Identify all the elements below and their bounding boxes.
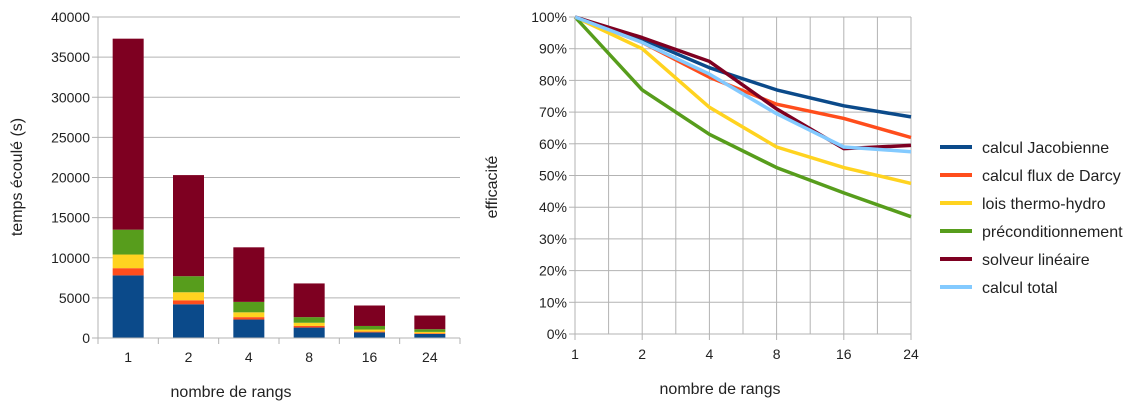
line-x-tick-labels: 1 2 4 8 16 24 bbox=[571, 346, 919, 362]
bar-y-tick-label: 25000 bbox=[51, 129, 90, 145]
bar-y-tick-labels: 0 5000 10000 15000 20000 25000 30000 35000 40000 bbox=[51, 9, 90, 346]
line-y-tick-label: 90% bbox=[539, 41, 567, 57]
bar-segment bbox=[233, 319, 265, 338]
line-legend: calcul Jacobienne calcul flux de Darcy loi… bbox=[940, 140, 1123, 297]
bar-segment bbox=[354, 331, 385, 333]
legend-label: préconditionnement bbox=[982, 224, 1123, 241]
bar-y-tick-label: 10000 bbox=[51, 250, 90, 266]
bar-x-tick-label: 16 bbox=[362, 349, 378, 365]
line-x-axis-label: nombre de rangs bbox=[660, 381, 781, 398]
legend-label: calcul Jacobienne bbox=[982, 140, 1109, 157]
line-x-tick-label: 16 bbox=[836, 346, 852, 362]
line-y-tick-label: 70% bbox=[539, 104, 567, 120]
bar-y-tick-label: 40000 bbox=[51, 9, 90, 25]
line-y-tick-label: 10% bbox=[539, 294, 567, 310]
bar-y-axis-label: temps écoulé (s) bbox=[9, 118, 26, 236]
line-x-tick-label: 1 bbox=[571, 346, 579, 362]
bar-axes bbox=[92, 16, 461, 344]
bar-segment bbox=[414, 333, 446, 334]
bar-x-tick-label: 4 bbox=[245, 349, 253, 365]
bar-y-tick-label: 30000 bbox=[51, 89, 90, 105]
stacked-bar-chart: 0 5000 10000 15000 20000 25000 30000 35000 40000… bbox=[9, 9, 461, 401]
bar-x-tick-label: 24 bbox=[422, 349, 438, 365]
efficiency-line-chart: 0%10%20%30%40%50%60%70%80%90%100% 1 2 4 8 16… bbox=[484, 9, 1123, 398]
bar-segment bbox=[112, 268, 144, 276]
bar-x-tick-labels: 1 2 4 8 16 24 bbox=[124, 349, 438, 365]
bar-grid bbox=[98, 16, 460, 339]
bar-segment bbox=[173, 304, 204, 338]
bar-segment bbox=[112, 254, 144, 269]
line-series bbox=[573, 15, 912, 219]
bar-segment bbox=[173, 175, 204, 277]
bar-segment bbox=[293, 283, 325, 318]
line-series-5 bbox=[574, 15, 912, 154]
line-y-tick-label: 80% bbox=[539, 72, 567, 88]
bar-y-tick-label: 35000 bbox=[51, 49, 90, 65]
bar-segment bbox=[112, 229, 144, 255]
legend-label: calcul total bbox=[982, 280, 1058, 297]
bar-segment bbox=[233, 312, 265, 318]
bar-segment bbox=[173, 300, 204, 305]
line-series-3 bbox=[573, 15, 912, 219]
line-x-tick-label: 2 bbox=[638, 346, 646, 362]
line-y-tick-label: 20% bbox=[539, 263, 567, 279]
bar-segment bbox=[354, 305, 385, 326]
bar-y-tick-label: 0 bbox=[82, 330, 90, 346]
line-axes bbox=[569, 16, 912, 340]
bar-segment bbox=[414, 333, 446, 338]
bar-y-tick-label: 20000 bbox=[51, 170, 90, 186]
line-y-axis-label: efficacité bbox=[484, 155, 501, 218]
bar-y-tick-label: 15000 bbox=[51, 210, 90, 226]
bar-segment bbox=[293, 322, 325, 326]
line-x-tick-label: 8 bbox=[773, 346, 781, 362]
bar-y-tick-label: 5000 bbox=[59, 290, 90, 306]
bar-bars bbox=[112, 38, 446, 338]
line-x-tick-label: 4 bbox=[706, 346, 714, 362]
legend-label: calcul flux de Darcy bbox=[982, 168, 1121, 185]
bar-segment bbox=[293, 327, 325, 338]
line-grid bbox=[574, 16, 912, 335]
bar-segment bbox=[354, 332, 385, 338]
line-x-tick-label: 24 bbox=[903, 346, 919, 362]
legend-label: lois thermo-hydro bbox=[982, 196, 1106, 213]
bar-segment bbox=[293, 325, 325, 328]
bar-segment bbox=[233, 247, 265, 302]
bar-x-tick-label: 1 bbox=[124, 349, 132, 365]
bar-segment bbox=[354, 329, 385, 332]
line-y-tick-label: 0% bbox=[547, 326, 567, 342]
bar-segment bbox=[354, 325, 385, 330]
line-y-tick-labels: 0% 10% 20% 30% 40% 50% 60% 70% 80% 90% 100% bbox=[531, 9, 567, 342]
bar-segment bbox=[414, 315, 446, 330]
bar-segment bbox=[112, 38, 144, 230]
line-y-tick-label: 60% bbox=[539, 136, 567, 152]
bar-segment bbox=[293, 317, 325, 323]
line-y-tick-label: 50% bbox=[539, 168, 567, 184]
bar-segment bbox=[414, 331, 446, 334]
bar-x-axis-label: nombre de rangs bbox=[171, 384, 292, 401]
legend-label: solveur linéaire bbox=[982, 252, 1090, 269]
bar-segment bbox=[233, 317, 265, 320]
bar-segment bbox=[173, 292, 204, 301]
line-y-tick-label: 100% bbox=[531, 9, 567, 25]
bar-x-tick-label: 8 bbox=[305, 349, 313, 365]
bar-x-tick-label: 2 bbox=[185, 349, 193, 365]
bar-segment bbox=[173, 276, 204, 293]
bar-segment bbox=[112, 275, 144, 338]
line-y-tick-label: 40% bbox=[539, 199, 567, 215]
line-series-2 bbox=[574, 15, 912, 186]
bar-segment bbox=[414, 329, 446, 332]
line-y-tick-label: 30% bbox=[539, 231, 567, 247]
bar-segment bbox=[233, 301, 265, 313]
